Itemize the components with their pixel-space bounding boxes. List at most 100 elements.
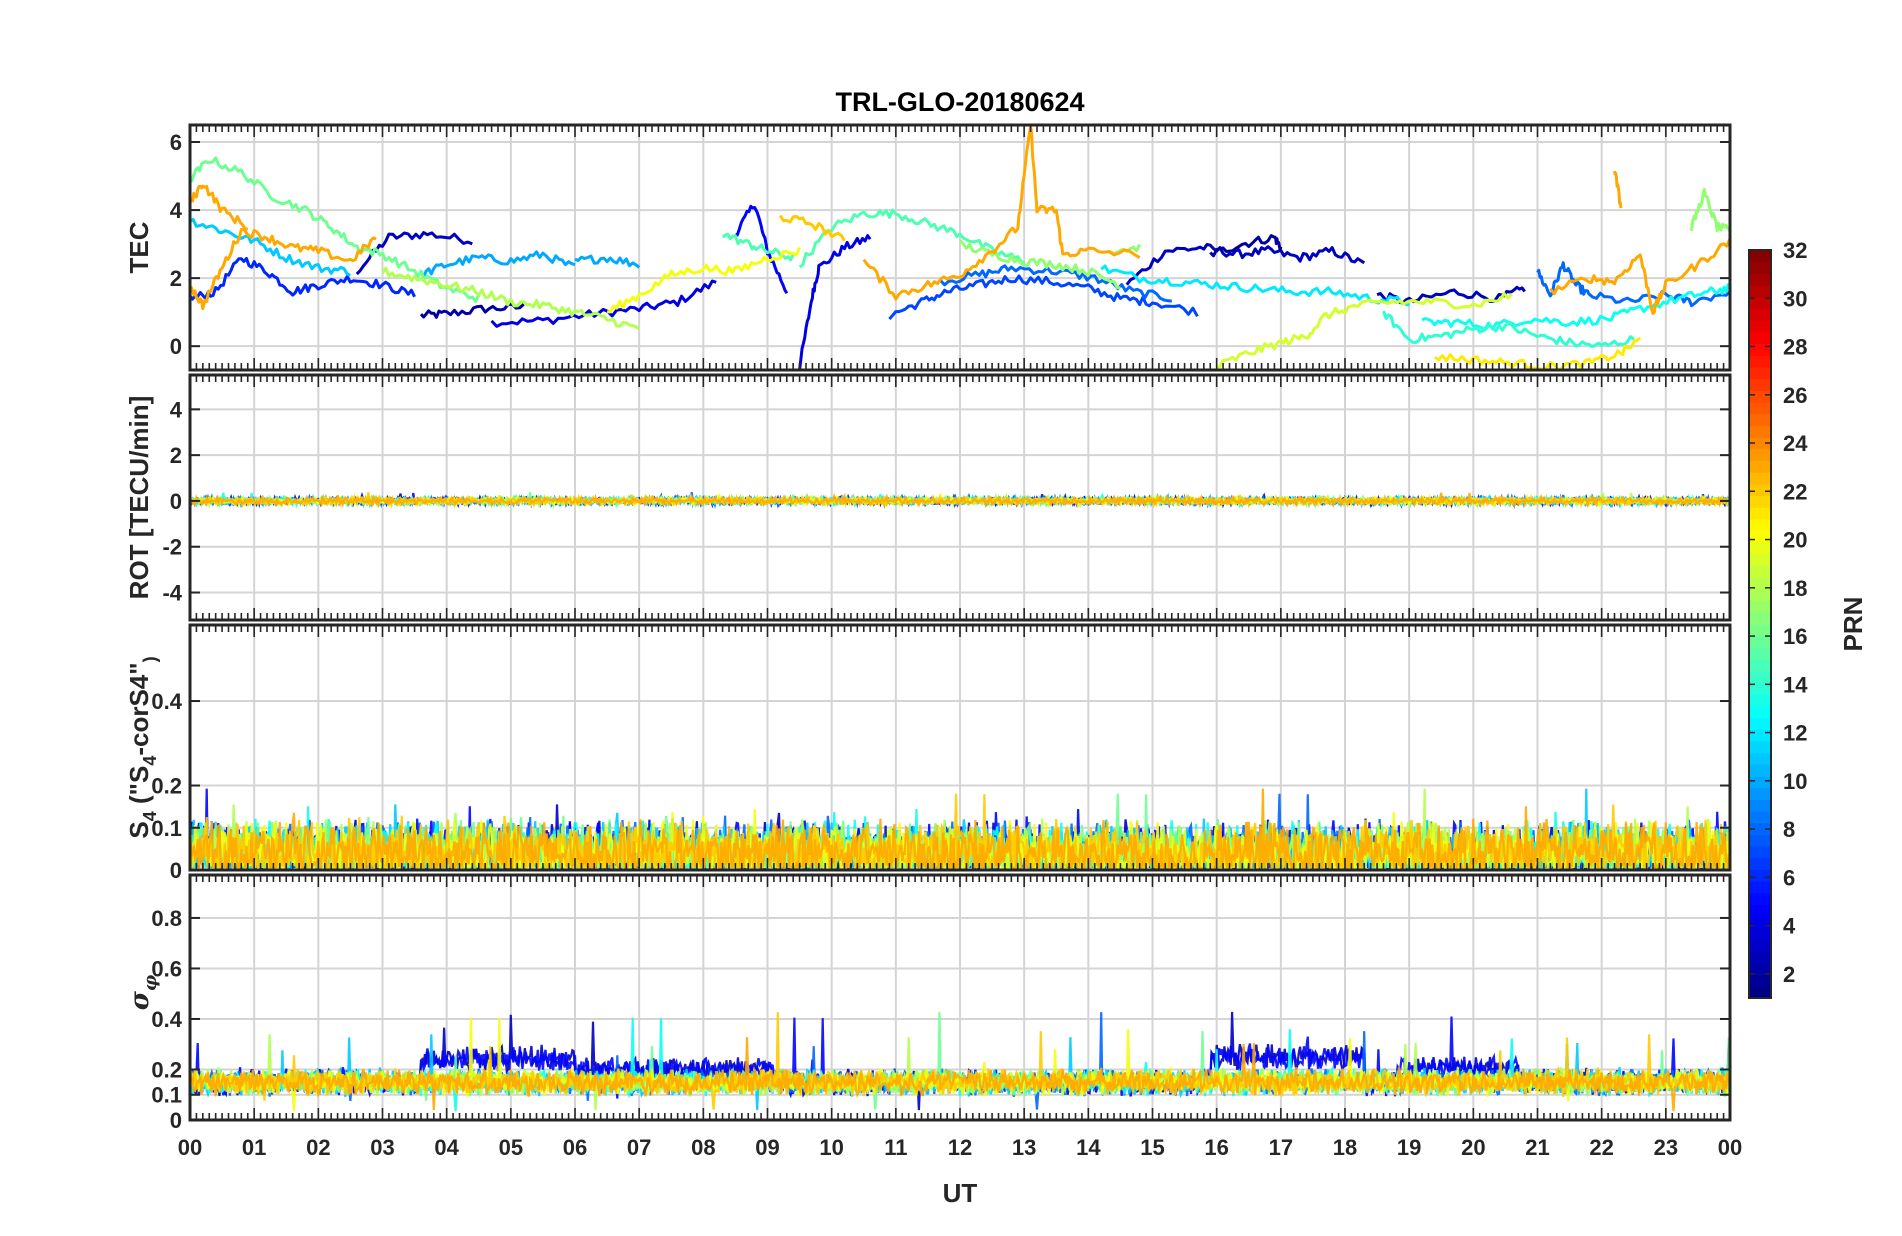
tec-series-prn-4 <box>798 234 872 370</box>
y-axis-label-rot: ROT [TECU/min] <box>124 396 154 600</box>
x-tick-label: 00 <box>178 1135 202 1160</box>
tec-series-prn-23 <box>190 184 249 231</box>
colorbar-tick-label: 22 <box>1783 479 1807 504</box>
x-tick-label: 20 <box>1461 1135 1485 1160</box>
colorbar-segment <box>1749 834 1771 847</box>
colorbar-tick-label: 14 <box>1783 672 1808 697</box>
colorbar-segment <box>1749 635 1771 648</box>
colorbar-segment <box>1749 507 1771 520</box>
ylabel-phi: φ <box>140 974 161 991</box>
colorbar-tick-label: 30 <box>1783 286 1807 311</box>
x-tick-label: 08 <box>691 1135 715 1160</box>
x-tick-label: 04 <box>434 1135 459 1160</box>
colorbar-segment <box>1749 331 1771 345</box>
y-tick-label: 0.4 <box>151 689 182 714</box>
x-tick-label: 21 <box>1525 1135 1549 1160</box>
ylabel-part: -corS4" <box>124 662 154 755</box>
tec-series-prn-3 <box>1125 243 1366 286</box>
colorbar-segment <box>1749 705 1771 719</box>
y-axis-label-s4: S4 ("S4-corS4") <box>124 656 160 838</box>
colorbar-segment <box>1749 542 1771 555</box>
y-tick-label: 4 <box>170 198 183 223</box>
tec-series-prn-13 <box>1421 282 1730 331</box>
ylabel-part: 4 <box>140 756 160 766</box>
x-tick-label: 23 <box>1654 1135 1678 1160</box>
ylabel-part: ) <box>140 656 160 662</box>
y-axis-label-tec: TEC <box>124 221 154 273</box>
x-tick-label: 01 <box>242 1135 266 1160</box>
colorbar-segment <box>1749 787 1771 800</box>
colorbar-segment <box>1749 390 1771 403</box>
colorbar-segment <box>1749 986 1771 999</box>
colorbar-segment <box>1749 437 1771 450</box>
colorbar-segment <box>1749 729 1771 742</box>
tec-series-prn-4 <box>490 279 717 328</box>
x-tick-label: 19 <box>1397 1135 1421 1160</box>
x-tick-label: 12 <box>948 1135 972 1160</box>
x-tick-label: 11 <box>884 1135 907 1160</box>
colorbar-tick-label: 20 <box>1783 528 1807 553</box>
tec-series-prn-23 <box>1613 170 1623 209</box>
x-tick-label: 14 <box>1076 1135 1101 1160</box>
x-axis-label: UT <box>943 1178 978 1208</box>
colorbar-segment <box>1749 261 1771 274</box>
colorbar-tick-label: 16 <box>1783 624 1807 649</box>
ylabel-part: ("S <box>124 766 154 812</box>
x-tick-label: 13 <box>1012 1135 1036 1160</box>
panel-data <box>190 491 1730 509</box>
tec-series-prn-22 <box>779 214 846 242</box>
colorbar-segment <box>1749 951 1771 964</box>
y-tick-label: 0 <box>170 489 182 514</box>
colorbar-segment <box>1749 355 1771 368</box>
tec-series-prn-16 <box>190 156 481 303</box>
x-tick-label: 16 <box>1204 1135 1228 1160</box>
minor-ticks <box>189 375 1731 620</box>
colorbar-segment <box>1749 273 1771 286</box>
colorbar-tick-label: 10 <box>1783 769 1807 794</box>
colorbar-segment <box>1749 413 1771 426</box>
tec-series-prn-20 <box>607 246 801 314</box>
colorbar-segment <box>1749 483 1771 497</box>
x-tick-label: 09 <box>755 1135 779 1160</box>
y-tick-label: 2 <box>170 266 182 291</box>
tec-series-prn-15 <box>798 208 1026 269</box>
panel-rot: -4 -2 0 2 4 ROT [TECU/min] <box>124 373 1732 622</box>
y-tick-label: 0.8 <box>151 906 182 931</box>
x-tick-label: 02 <box>306 1135 330 1160</box>
colorbar-tick-label: 4 <box>1783 914 1796 939</box>
series-prn-23 <box>190 1037 1730 1112</box>
colorbar-segment <box>1749 285 1771 298</box>
colorbar-segment <box>1749 472 1771 485</box>
colorbar-segment <box>1749 811 1771 824</box>
panel-data <box>190 125 1730 370</box>
colorbar-segment <box>1749 530 1771 543</box>
y-tick-label: -2 <box>162 535 182 560</box>
tec-series-prn-14 <box>1382 310 1635 349</box>
colorbar-segment <box>1749 448 1771 461</box>
colorbar-tick-label: 8 <box>1783 817 1795 842</box>
colorbar-segment <box>1749 659 1771 672</box>
tec-series-prn-21 <box>1434 336 1642 370</box>
ylabel-part: 4 <box>140 811 160 821</box>
x-tick-label: 03 <box>370 1135 394 1160</box>
tec-series-prn-7 <box>888 274 1199 320</box>
colorbar-segment <box>1749 904 1771 917</box>
colorbar-tick-label: 24 <box>1783 431 1808 456</box>
colorbar-tick-label: 32 <box>1783 238 1807 263</box>
y-tick-label: 2 <box>170 443 182 468</box>
tec-series-prn-2 <box>1209 234 1283 258</box>
colorbar-segment <box>1749 799 1771 812</box>
colorbar-segment <box>1749 927 1771 941</box>
colorbar-tick-label: 2 <box>1783 962 1795 987</box>
chart-title: TRL-GLO-20180624 <box>835 87 1084 117</box>
colorbar-segment <box>1749 881 1771 894</box>
colorbar-segment <box>1749 366 1771 380</box>
tec-series-prn-23 <box>862 125 1141 301</box>
colorbar-segment <box>1749 869 1771 882</box>
colorbar-segment <box>1749 740 1771 754</box>
colorbar-segment <box>1749 378 1771 391</box>
colorbar-segment <box>1749 624 1771 637</box>
colorbar-segment <box>1749 296 1771 310</box>
colorbar-segment <box>1749 752 1771 765</box>
